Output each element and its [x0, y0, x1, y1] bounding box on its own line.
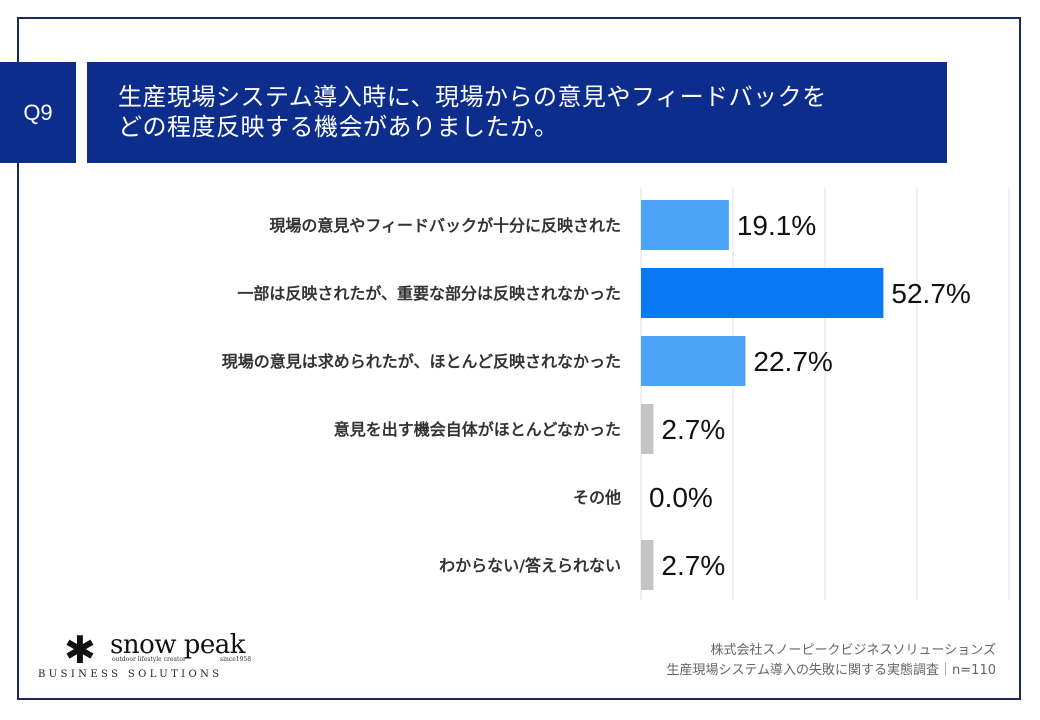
- question-number: Q9: [23, 99, 53, 125]
- data-label: 0.0%: [649, 482, 713, 513]
- bar: [641, 404, 654, 454]
- bar: [641, 268, 884, 318]
- bar-chart: 現場の意見やフィードバックが十分に反映された 19.1% 一部は反映されたが、重要な…: [222, 188, 1010, 600]
- category-label: その他: [573, 488, 621, 507]
- category-label: 現場の意見は求められたが、ほとんど反映されなかった: [222, 352, 621, 371]
- source-company: 株式会社スノーピークビジネスソリューションズ: [710, 643, 996, 658]
- brand-division: BUSINESS SOLUTIONS: [38, 669, 223, 680]
- category-label: 意見を出す機会自体がほとんどなかった: [334, 420, 621, 439]
- category-label: 現場の意見やフィードバックが十分に反映された: [269, 216, 621, 235]
- source-note: 株式会社スノーピークビジネスソリューションズ 生産現場システム導入の失敗に関する…: [666, 641, 996, 681]
- source-survey: 生産現場システム導入の失敗に関する実態調査｜n=110: [666, 663, 996, 678]
- bar: [641, 336, 746, 386]
- data-label: 22.7%: [753, 346, 832, 377]
- data-label: 19.1%: [737, 210, 816, 241]
- question-title-banner: 生産現場システム導入時に、現場からの意見やフィードバックを どの程度反映する機会…: [87, 62, 947, 163]
- snow-peak-logo: ✱ snow peak outdoor lifestyle creator si…: [38, 622, 278, 682]
- brand-tagline: outdoor lifestyle creator: [112, 656, 186, 663]
- brand-name: snow peak: [110, 630, 246, 660]
- question-title-line2: どの程度反映する機会がありましたか。: [118, 113, 559, 141]
- category-label: わからない/答えられない: [439, 556, 621, 575]
- data-label: 2.7%: [661, 414, 725, 445]
- data-label: 2.7%: [661, 550, 725, 581]
- question-title-line1: 生産現場システム導入時に、現場からの意見やフィードバックを: [118, 83, 827, 111]
- category-label: 一部は反映されたが、重要な部分は反映されなかった: [237, 284, 621, 303]
- bar: [641, 540, 654, 590]
- snowflake-logo-icon: ✱: [64, 628, 96, 672]
- chart-frame: [17, 17, 1021, 700]
- question-number-badge: Q9: [0, 62, 76, 163]
- data-label: 52.7%: [891, 278, 970, 309]
- bar: [641, 200, 729, 250]
- brand-since: since1958: [220, 656, 252, 663]
